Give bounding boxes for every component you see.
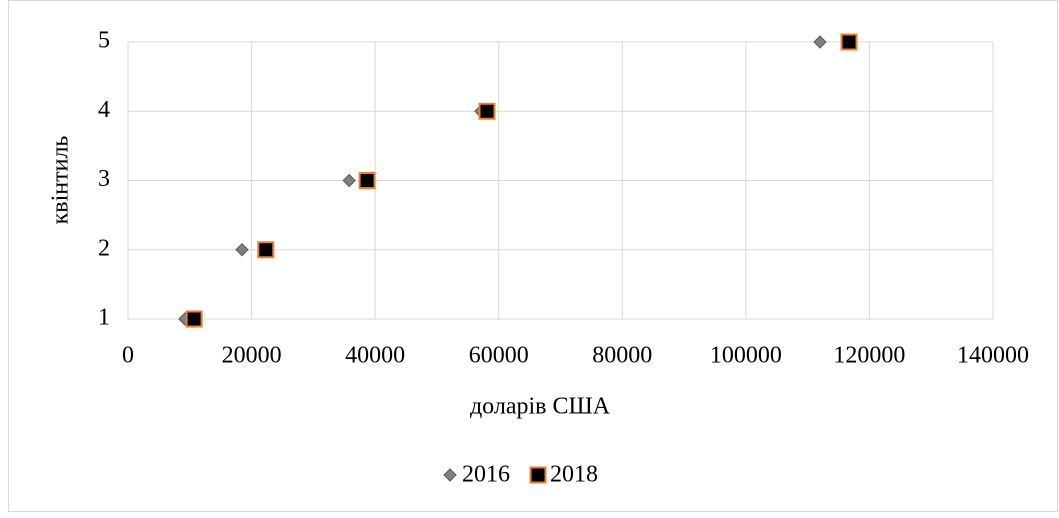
point xyxy=(840,33,858,51)
point xyxy=(257,241,275,259)
point xyxy=(813,35,827,49)
legend-label: 2016 xyxy=(462,462,510,488)
x-tick-label: 120000 xyxy=(833,343,905,369)
legend-label: 2018 xyxy=(550,462,598,488)
chart-border xyxy=(8,0,1058,512)
x-tick-label: 0 xyxy=(122,343,134,369)
x-tick-label: 140000 xyxy=(957,343,1029,369)
y-tick-label: 2 xyxy=(98,235,110,261)
y-tick-label: 5 xyxy=(98,28,110,54)
y-tick-label: 4 xyxy=(98,97,110,123)
point xyxy=(358,172,376,189)
legend-marker xyxy=(529,466,547,484)
x-tick-label: 60000 xyxy=(469,343,529,369)
point xyxy=(342,173,356,188)
y-tick-label: 3 xyxy=(98,166,110,192)
point xyxy=(478,102,496,120)
x-tick-label: 80000 xyxy=(592,343,652,369)
x-tick-label: 20000 xyxy=(222,343,282,369)
y-axis-label: квінтиль xyxy=(48,136,74,225)
point xyxy=(235,243,249,257)
x-axis-label: доларів США xyxy=(470,394,611,420)
x-tick-label: 40000 xyxy=(345,343,405,369)
point xyxy=(185,310,203,328)
legend-marker xyxy=(443,468,457,482)
x-tick-label: 100000 xyxy=(710,343,782,369)
y-tick-label: 1 xyxy=(98,305,110,331)
